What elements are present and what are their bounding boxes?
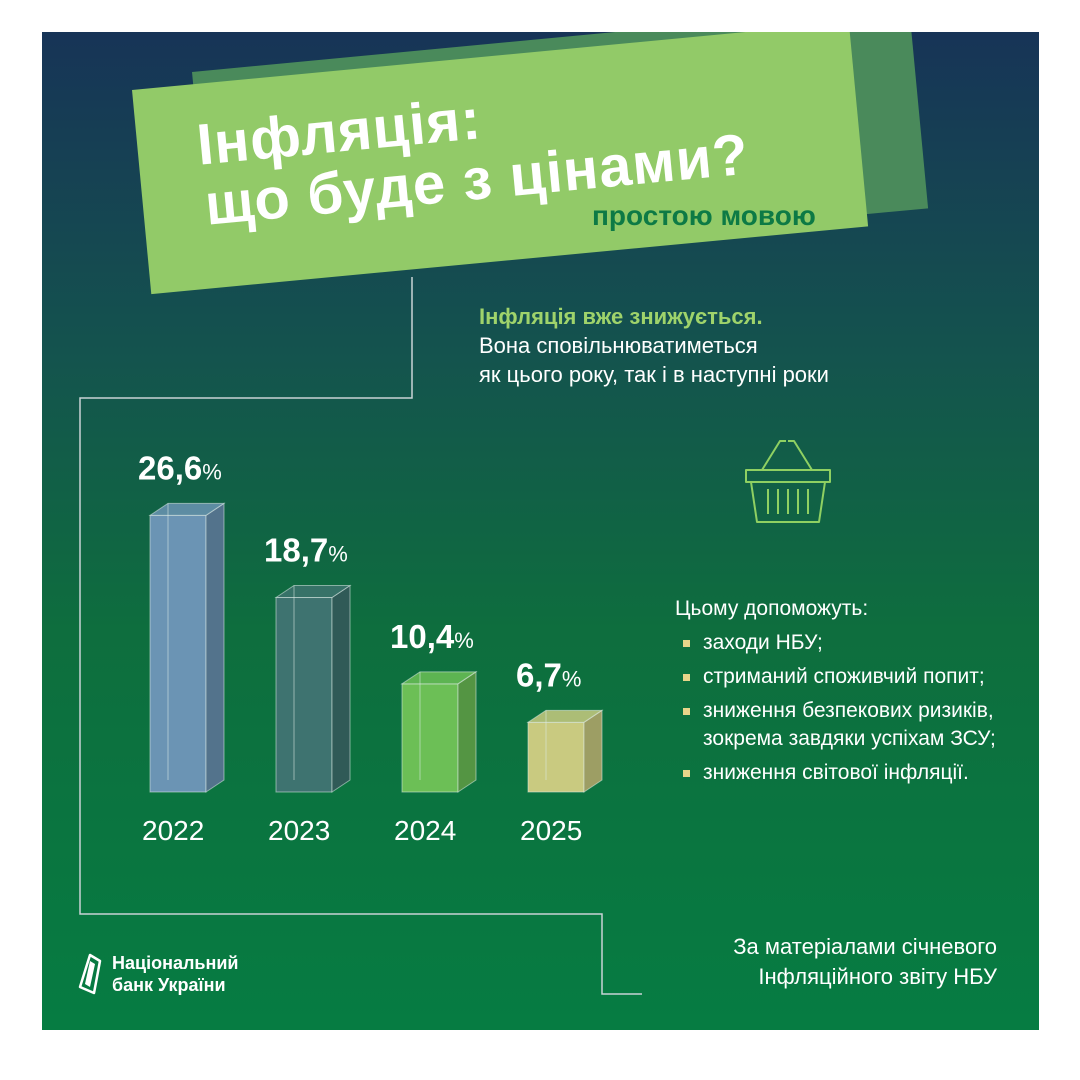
- lead-line3: як цього року, так і в наступні роки: [479, 362, 829, 387]
- page-subtitle: простою мовою: [592, 200, 816, 231]
- bar-2024: [401, 683, 459, 793]
- bar-value-label-2022: 26,6%: [138, 449, 222, 486]
- logo-line2: банк України: [112, 975, 226, 995]
- factor-item: зниження безпекових ризиків, зокрема зав…: [675, 697, 1023, 753]
- source-line2: Інфляційного звіту НБУ: [758, 964, 997, 989]
- bullet-icon: [683, 708, 690, 715]
- factor-text: зниження безпекових ризиків, зокрема зав…: [703, 699, 996, 750]
- factor-text: заходи НБУ;: [703, 631, 823, 654]
- bullet-icon: [683, 770, 690, 777]
- factor-text: зниження світової інфляції.: [703, 761, 969, 784]
- inflation-bar-chart: 26,6% 2022 18,7% 2023 10,4% 2024 6,7% 2025: [138, 449, 604, 846]
- factor-text: стриманий споживчий попит;: [703, 665, 985, 688]
- lead-text: Інфляція вже знижується. Вона сповільнюв…: [479, 302, 829, 389]
- source-note: За матеріалами січневого Інфляційного зв…: [733, 932, 997, 992]
- year-label-2023: 2023: [268, 815, 330, 846]
- nbu-logo: Національний банк України: [78, 952, 238, 996]
- bar-side-2022: [205, 502, 225, 793]
- lead-highlight: Інфляція вже знижується.: [479, 304, 763, 329]
- bar-value-label-2024: 10,4%: [390, 618, 474, 655]
- factors-title: Цьому допоможуть:: [675, 597, 869, 620]
- shopping-basket-icon: [745, 440, 831, 523]
- bar-value-label-2023: 18,7%: [264, 532, 348, 569]
- factor-item: стриманий споживчий попит;: [675, 663, 1023, 691]
- bar-2022: [149, 514, 207, 793]
- logo-line1: Національний: [112, 953, 239, 973]
- factors-list: заходи НБУ; стриманий споживчий попит; з…: [675, 629, 1023, 787]
- lead-line2: Вона сповільнюватиметься: [479, 333, 758, 358]
- bar-side-2024: [457, 670, 477, 793]
- year-label-2024: 2024: [394, 815, 456, 846]
- factors-block: Цьому допоможуть: заходи НБУ; стриманий …: [675, 595, 1023, 793]
- bar-2023: [275, 597, 333, 793]
- infographic-panel: Інфляція: що буде з цінами? простою мово…: [42, 32, 1039, 1030]
- bar-value-label-2025: 6,7%: [516, 656, 581, 693]
- bar-side-2023: [331, 584, 351, 793]
- frame-lines: [79, 277, 642, 995]
- factor-item: заходи НБУ;: [675, 629, 1023, 657]
- factor-item: зниження світової інфляції.: [675, 759, 1023, 787]
- bullet-icon: [683, 640, 690, 647]
- bullet-icon: [683, 674, 690, 681]
- year-label-2025: 2025: [520, 815, 582, 846]
- year-label-2022: 2022: [142, 815, 204, 846]
- nbu-logo-icon: [78, 953, 102, 995]
- bar-side-2025: [583, 709, 603, 793]
- source-line1: За матеріалами січневого: [733, 934, 997, 959]
- bar-2025: [527, 721, 585, 793]
